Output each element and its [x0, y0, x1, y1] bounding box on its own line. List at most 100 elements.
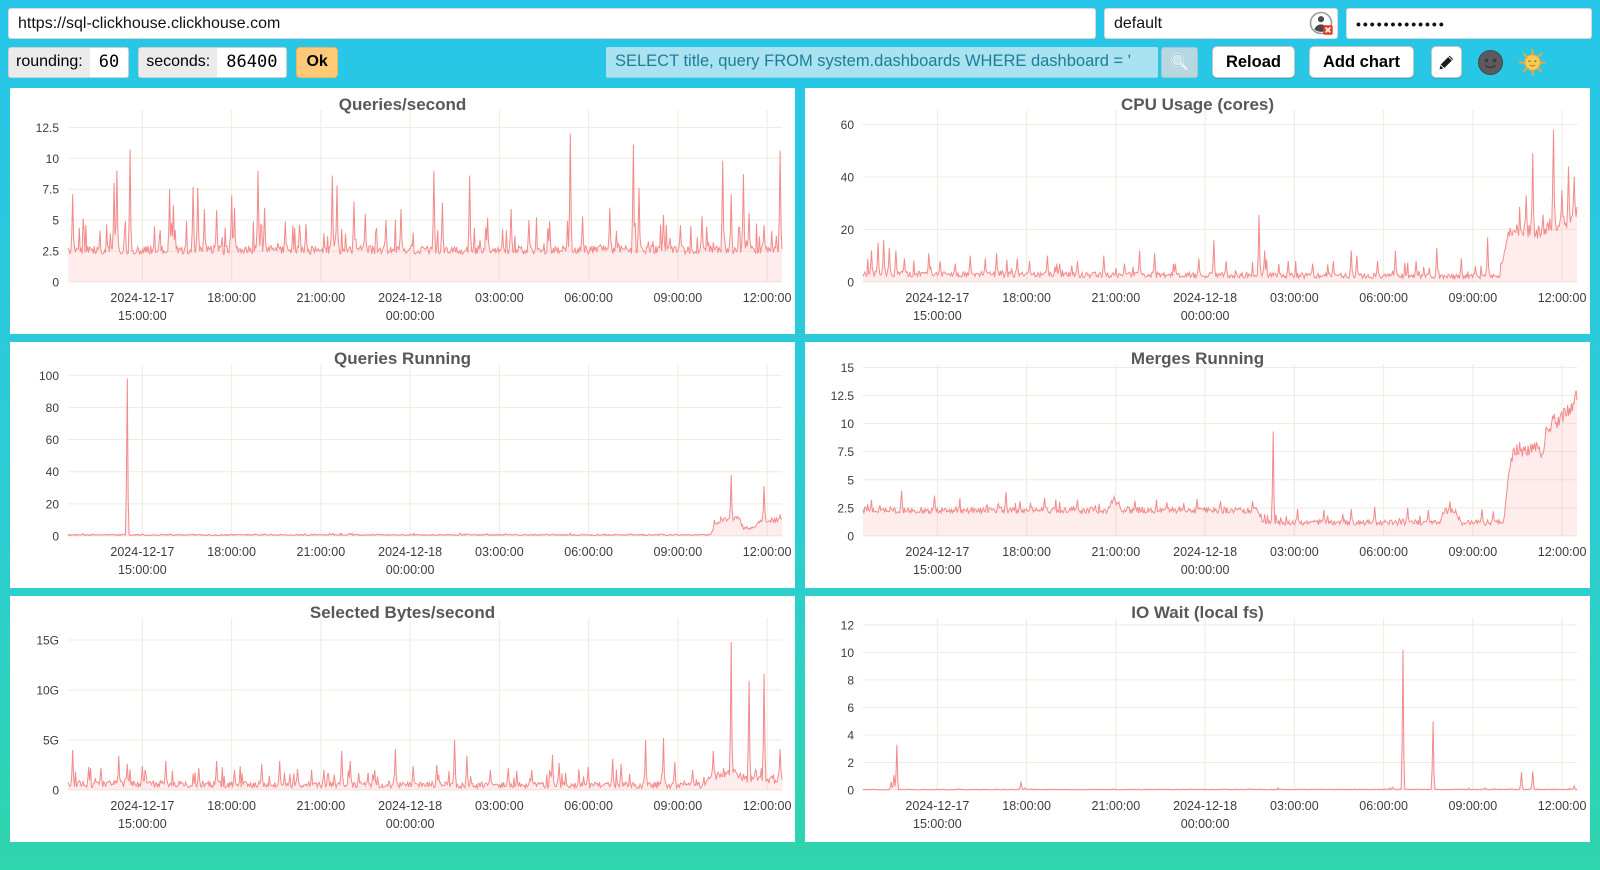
password-input[interactable]	[1346, 8, 1592, 39]
svg-text:06:00:00: 06:00:00	[1359, 545, 1408, 559]
svg-text:10G: 10G	[36, 684, 59, 698]
svg-text:09:00:00: 09:00:00	[654, 291, 703, 305]
svg-text:21:00:00: 21:00:00	[297, 545, 346, 559]
chart-card-selected-bytes: Selected Bytes/second 0 5G 10G 15G 2024-12-1…	[10, 596, 795, 842]
light-theme-button[interactable]	[1519, 48, 1546, 76]
svg-text:00:00:00: 00:00:00	[1181, 309, 1230, 323]
dashboards-query-input[interactable]	[605, 46, 1158, 78]
svg-text:2024-12-18: 2024-12-18	[378, 799, 442, 813]
svg-text:21:00:00: 21:00:00	[1092, 799, 1141, 813]
svg-text:5G: 5G	[43, 734, 59, 748]
svg-text:2.5: 2.5	[837, 501, 854, 515]
moon-face-icon	[1477, 49, 1504, 75]
svg-text:18:00:00: 18:00:00	[207, 545, 256, 559]
svg-text:20: 20	[46, 497, 60, 511]
svg-text:80: 80	[46, 401, 60, 415]
svg-text:8: 8	[847, 673, 854, 687]
chart-plot-io-wait[interactable]: 0 2 4 6 8 10 12 2024-12-17 15:00:00 18:00:00 21:00…	[805, 596, 1590, 842]
svg-text:12:00:00: 12:00:00	[743, 291, 792, 305]
svg-text:2: 2	[847, 756, 854, 770]
reload-button[interactable]: Reload	[1211, 46, 1295, 78]
svg-text:15:00:00: 15:00:00	[913, 309, 962, 323]
svg-text:7.5: 7.5	[42, 183, 59, 197]
svg-text:15:00:00: 15:00:00	[118, 817, 167, 831]
svg-text:5: 5	[52, 214, 59, 228]
svg-text:18:00:00: 18:00:00	[1002, 291, 1051, 305]
svg-text:03:00:00: 03:00:00	[475, 545, 524, 559]
svg-text:10: 10	[841, 417, 855, 431]
svg-text:2024-12-17: 2024-12-17	[905, 291, 969, 305]
svg-text:4: 4	[847, 728, 854, 742]
svg-text:00:00:00: 00:00:00	[1181, 817, 1230, 831]
svg-text:40: 40	[841, 170, 855, 184]
chart-card-cpu-usage: CPU Usage (cores) 0 20 40 60 2024-12-17 15:00…	[805, 88, 1590, 334]
svg-text:2024-12-17: 2024-12-17	[110, 291, 174, 305]
svg-text:0: 0	[52, 530, 59, 544]
svg-text:5: 5	[847, 473, 854, 487]
svg-text:2024-12-17: 2024-12-17	[110, 545, 174, 559]
svg-text:18:00:00: 18:00:00	[1002, 545, 1051, 559]
svg-text:12:00:00: 12:00:00	[743, 799, 792, 813]
svg-text:09:00:00: 09:00:00	[1449, 545, 1498, 559]
svg-text:12.5: 12.5	[36, 121, 60, 135]
svg-text:12:00:00: 12:00:00	[1538, 799, 1587, 813]
svg-text:21:00:00: 21:00:00	[297, 799, 346, 813]
svg-text:09:00:00: 09:00:00	[654, 545, 703, 559]
svg-text:2024-12-17: 2024-12-17	[905, 545, 969, 559]
svg-text:7.5: 7.5	[837, 445, 854, 459]
svg-text:06:00:00: 06:00:00	[564, 545, 613, 559]
user-input[interactable]	[1104, 8, 1338, 39]
edit-button[interactable]	[1431, 46, 1462, 78]
chart-plot-queries-per-second[interactable]: 0 2.5 5 7.5 10 12.5 2024-12-17 15:00:00 18:00:00…	[10, 88, 795, 334]
svg-text:15:00:00: 15:00:00	[913, 817, 962, 831]
svg-text:03:00:00: 03:00:00	[475, 799, 524, 813]
svg-text:2024-12-18: 2024-12-18	[1173, 291, 1237, 305]
svg-text:03:00:00: 03:00:00	[1270, 291, 1319, 305]
svg-text:09:00:00: 09:00:00	[1449, 799, 1498, 813]
svg-text:21:00:00: 21:00:00	[297, 291, 346, 305]
svg-text:40: 40	[46, 465, 60, 479]
chart-plot-cpu-usage[interactable]: 0 20 40 60 2024-12-17 15:00:00 18:00:00 21:00:0…	[805, 88, 1590, 334]
svg-text:00:00:00: 00:00:00	[386, 817, 435, 831]
svg-text:00:00:00: 00:00:00	[1181, 563, 1230, 577]
svg-text:00:00:00: 00:00:00	[386, 563, 435, 577]
password-manager-icon[interactable]	[1309, 11, 1334, 36]
chart-plot-selected-bytes[interactable]: 0 5G 10G 15G 2024-12-17 15:00:00 18:00:00 21:00…	[10, 596, 795, 842]
svg-text:0: 0	[847, 784, 854, 798]
svg-text:03:00:00: 03:00:00	[1270, 799, 1319, 813]
svg-text:12: 12	[841, 618, 855, 632]
svg-text:12:00:00: 12:00:00	[1538, 545, 1587, 559]
svg-text:09:00:00: 09:00:00	[654, 799, 703, 813]
svg-text:2024-12-18: 2024-12-18	[378, 545, 442, 559]
svg-text:06:00:00: 06:00:00	[1359, 291, 1408, 305]
ok-button[interactable]: Ok	[296, 46, 338, 78]
svg-text:21:00:00: 21:00:00	[1092, 291, 1141, 305]
svg-text:06:00:00: 06:00:00	[1359, 799, 1408, 813]
svg-text:2024-12-18: 2024-12-18	[1173, 545, 1237, 559]
svg-text:60: 60	[841, 118, 855, 132]
svg-text:0: 0	[52, 276, 59, 290]
chart-card-merges-running: Merges Running 0 2.5 5 7.5 10 12.5 15 2024-12-1…	[805, 342, 1590, 588]
seconds-value-input[interactable]: 86400	[217, 47, 287, 77]
svg-text:15:00:00: 15:00:00	[913, 563, 962, 577]
svg-text:2024-12-18: 2024-12-18	[1173, 799, 1237, 813]
svg-text:2024-12-18: 2024-12-18	[378, 291, 442, 305]
svg-text:0: 0	[52, 784, 59, 798]
rounding-field: rounding: 60	[8, 46, 130, 78]
svg-text:15:00:00: 15:00:00	[118, 563, 167, 577]
svg-text:10: 10	[841, 646, 855, 660]
svg-text:18:00:00: 18:00:00	[1002, 799, 1051, 813]
chart-plot-queries-running[interactable]: 0 20 40 60 80 100 2024-12-17 15:00:00 18:00:00 21…	[10, 342, 795, 588]
add-chart-button[interactable]: Add chart	[1308, 46, 1414, 78]
rounding-label: rounding:	[9, 47, 90, 77]
svg-text:12.5: 12.5	[831, 389, 855, 403]
dark-theme-button[interactable]	[1477, 49, 1504, 76]
rounding-value-input[interactable]: 60	[89, 47, 129, 77]
url-input[interactable]	[8, 8, 1096, 39]
search-button[interactable]	[1160, 46, 1198, 78]
svg-text:03:00:00: 03:00:00	[475, 291, 524, 305]
svg-text:10: 10	[46, 152, 60, 166]
svg-text:06:00:00: 06:00:00	[564, 291, 613, 305]
chart-plot-merges-running[interactable]: 0 2.5 5 7.5 10 12.5 15 2024-12-17 15:00:00 18:00:…	[805, 342, 1590, 588]
magnifier-icon	[1171, 53, 1189, 71]
